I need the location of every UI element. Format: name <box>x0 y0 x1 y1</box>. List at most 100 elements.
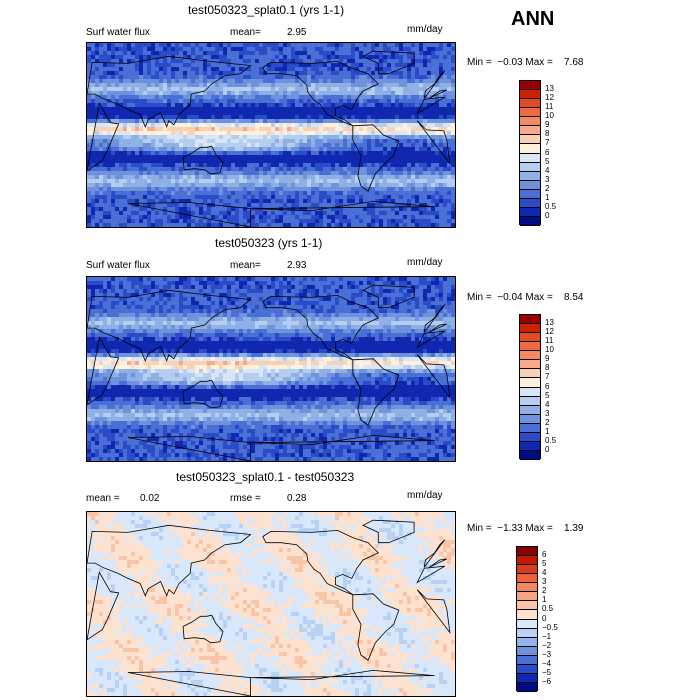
field-cell <box>331 297 336 302</box>
field-cell <box>407 111 412 116</box>
field-cell <box>151 175 156 180</box>
field-cell <box>139 219 144 224</box>
field-cell <box>411 207 416 212</box>
field-cell <box>243 167 248 172</box>
field-cell <box>123 131 128 136</box>
field-cell <box>351 155 356 160</box>
field-cell <box>239 151 244 156</box>
field-cell <box>275 191 280 196</box>
field-cell <box>179 131 184 136</box>
field-cell <box>223 111 228 116</box>
field-cell <box>371 203 376 208</box>
field-cell <box>379 211 384 216</box>
field-cell <box>167 111 172 116</box>
field-cell <box>295 285 300 290</box>
field-cell <box>235 99 240 104</box>
field-cell <box>127 43 132 48</box>
field-cell <box>331 151 336 156</box>
field-cell <box>227 91 232 96</box>
field-cell <box>399 215 404 220</box>
field-cell <box>203 171 208 176</box>
field-cell <box>147 135 152 140</box>
field-cell <box>215 167 220 172</box>
field-cell <box>223 43 228 48</box>
field-cell <box>355 135 360 140</box>
field-cell <box>191 285 196 290</box>
field-cell <box>327 63 332 68</box>
field-cell <box>415 115 420 120</box>
field-cell <box>363 281 368 286</box>
field-cell <box>415 285 420 290</box>
field-cell <box>251 183 256 188</box>
field-cell <box>179 155 184 160</box>
field-cell <box>139 43 144 48</box>
field-cell <box>171 215 176 220</box>
field-cell <box>211 167 216 172</box>
field-cell <box>135 289 140 294</box>
field-cell <box>191 99 196 104</box>
field-cell <box>331 91 336 96</box>
field-cell <box>231 281 236 286</box>
field-cell <box>299 123 304 128</box>
field-cell <box>439 59 444 64</box>
field-cell <box>431 219 436 224</box>
field-cell <box>295 297 300 302</box>
field-cell <box>435 155 440 160</box>
field-cell <box>387 155 392 160</box>
field-cell <box>203 191 208 196</box>
field-cell <box>443 183 448 188</box>
field-cell <box>203 79 208 84</box>
field-cell <box>239 59 244 64</box>
field-cell <box>351 51 356 56</box>
field-cell <box>227 127 232 132</box>
panel1-minmax: Min = −0.03 Max = 7.68 <box>467 57 584 68</box>
colorbar-segment <box>520 90 540 100</box>
field-cell <box>431 285 436 290</box>
field-cell <box>387 301 392 306</box>
field-cell <box>295 171 300 176</box>
field-cell <box>367 135 372 140</box>
field-cell <box>143 289 148 294</box>
field-cell <box>147 67 152 72</box>
field-cell <box>399 59 404 64</box>
field-cell <box>399 67 404 72</box>
field-cell <box>151 285 156 290</box>
field-cell <box>307 159 312 164</box>
field-cell <box>339 203 344 208</box>
field-cell <box>287 285 292 290</box>
field-cell <box>131 127 136 132</box>
field-cell <box>295 103 300 108</box>
field-cell <box>299 111 304 116</box>
field-cell <box>259 95 264 100</box>
field-cell <box>391 119 396 124</box>
field-cell <box>419 87 424 92</box>
field-cell <box>283 301 288 306</box>
field-cell <box>255 163 260 168</box>
field-cell <box>283 95 288 100</box>
field-cell <box>223 87 228 92</box>
field-cell <box>371 91 376 96</box>
field-cell <box>447 91 452 96</box>
field-cell <box>391 183 396 188</box>
field-cell <box>227 115 232 120</box>
field-cell <box>439 75 444 80</box>
field-cell <box>307 183 312 188</box>
field-cell <box>103 75 108 80</box>
field-cell <box>287 47 292 52</box>
field-cell <box>155 175 160 180</box>
field-cell <box>371 107 376 112</box>
field-cell <box>175 111 180 116</box>
field-cell <box>207 223 212 227</box>
field-cell <box>247 119 252 124</box>
field-cell <box>255 135 260 140</box>
field-cell <box>215 87 220 92</box>
field-cell <box>159 99 164 104</box>
field-cell <box>307 281 312 286</box>
field-cell <box>419 211 424 216</box>
field-cell <box>103 195 108 200</box>
field-cell <box>443 47 448 52</box>
field-cell <box>335 55 340 60</box>
field-cell <box>231 179 236 184</box>
field-cell <box>355 199 360 204</box>
field-cell <box>319 87 324 92</box>
